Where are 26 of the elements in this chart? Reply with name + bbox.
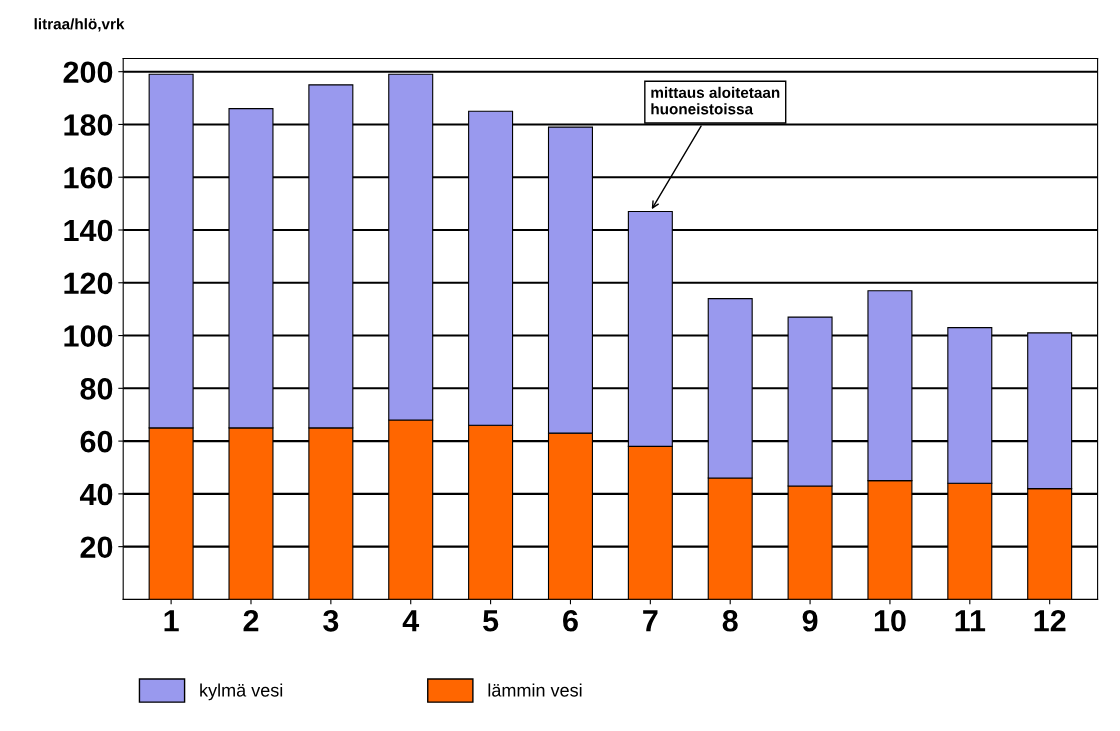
x-tick-label: 12 [1034, 609, 1066, 632]
x-tick-label: 4 [402, 610, 420, 632]
x-tick-label: 8 [722, 609, 738, 632]
x-tick-label: 1 [164, 610, 179, 632]
x-tick-label: 5 [483, 610, 499, 632]
x-tick-label: 9 [802, 609, 818, 632]
y-axis-title: litraa/hlö,vrk [34, 18, 125, 32]
x-tick-label: 7 [643, 610, 658, 632]
x-tick-label: 6 [563, 609, 578, 632]
y-tick-label: 100 [64, 325, 113, 347]
y-tick-label: 120 [64, 272, 113, 295]
y-tick-label: 40 [79, 483, 113, 506]
annotation: mittaus aloitetaan huoneistoissa [651, 86, 780, 115]
x-tick-label: 2 [243, 609, 259, 632]
x-tick-label: 10 [874, 609, 906, 632]
legend-label: lämmin vesi [488, 683, 582, 697]
x-tick-label: 11 [955, 610, 986, 632]
y-tick-label: 140 [64, 219, 113, 242]
y-tick-label: 200 [63, 61, 113, 84]
x-tick-label: 3 [323, 609, 339, 632]
y-tick-label: 180 [64, 114, 113, 136]
y-tick-label: 160 [64, 166, 113, 189]
y-tick-label: 80 [80, 378, 113, 400]
legend-label: kylmä vesi [200, 683, 283, 701]
y-tick-label: 60 [80, 430, 113, 453]
y-tick-label: 20 [80, 536, 113, 559]
